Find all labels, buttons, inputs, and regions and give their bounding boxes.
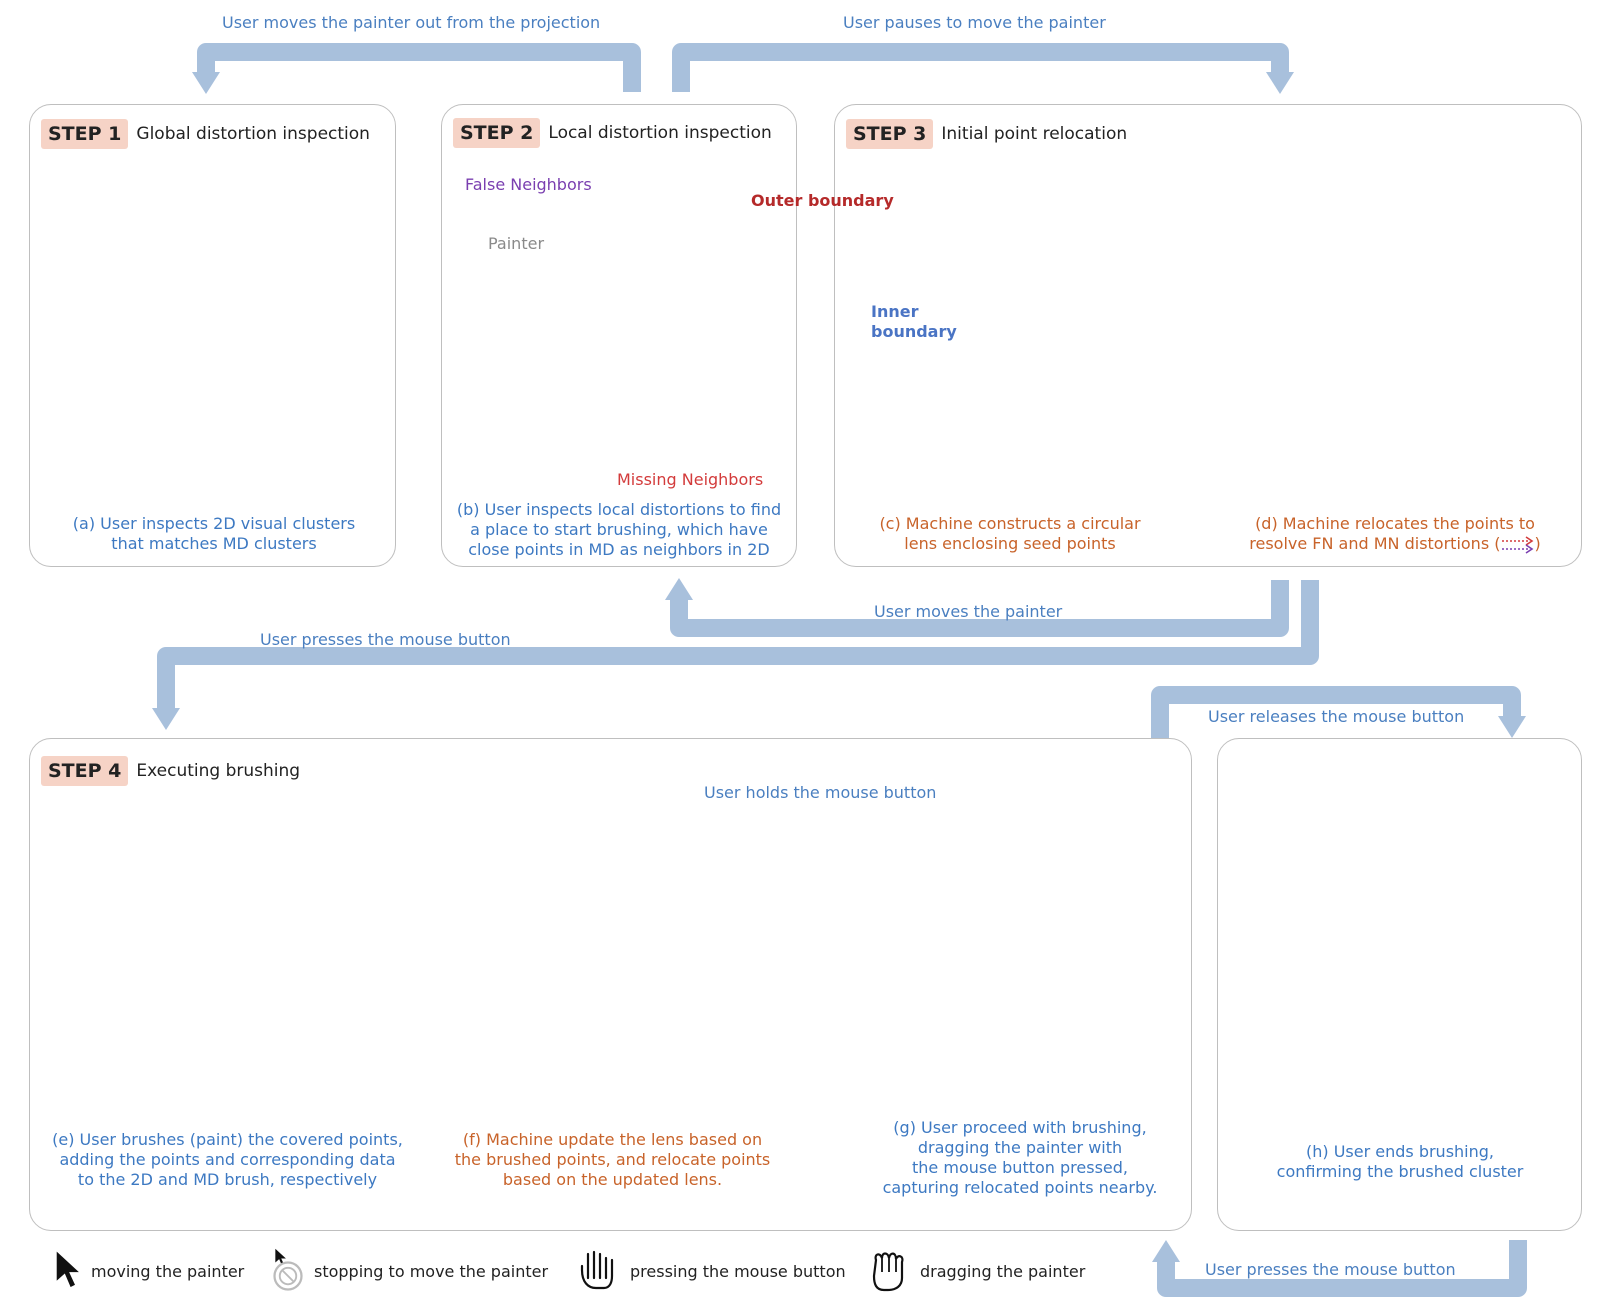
caption-d-line1: (d) Machine relocates the points to (1255, 514, 1535, 533)
flow-label-mid-back: User moves the painter (874, 602, 1063, 621)
step4-badge: STEP 4 (41, 756, 129, 786)
caption-b: (b) User inspects local distortions to f… (451, 500, 787, 560)
step3-badge: STEP 3 (846, 119, 934, 149)
caption-g-line3: the mouse button pressed, (912, 1158, 1128, 1177)
step4-label: Executing brushing (136, 761, 301, 781)
step3-title: STEP 3 Initial point relocation (846, 119, 1127, 149)
caption-d-line2-wrap: resolve FN and MN distortions () (1225, 534, 1565, 554)
caption-c-line2: lens enclosing seed points (904, 534, 1116, 553)
caption-f-line2: the brushed points, and relocate points (454, 1150, 771, 1169)
legend-pressing-label: pressing the mouse button (630, 1262, 846, 1281)
caption-h: (h) User ends brushing, confirming the b… (1240, 1142, 1560, 1182)
flow-label-mid-right: User releases the mouse button (1208, 707, 1465, 726)
caption-e-line3: to the 2D and MD brush, respectively (77, 1170, 378, 1189)
caption-c: (c) Machine constructs a circular lens e… (860, 514, 1160, 554)
caption-c-line1: (c) Machine constructs a circular (879, 514, 1141, 533)
inner-boundary-label-1: Inner (871, 302, 919, 321)
caption-b-line1: (b) User inspects local distortions to f… (456, 500, 782, 519)
painter-label: Painter (488, 234, 545, 253)
caption-e-line1: (e) User brushes (paint) the covered poi… (52, 1130, 403, 1149)
caption-d-line2: resolve FN and MN distortions ( (1249, 534, 1501, 553)
flow-label-step4-loop: User holds the mouse button (704, 783, 937, 802)
outer-boundary-label: Outer boundary (751, 191, 894, 210)
caption-h-line1: (h) User ends brushing, (1305, 1142, 1494, 1161)
caption-a-line1: (a) User inspects 2D visual clusters (72, 514, 356, 533)
caption-f-line3: based on the updated lens. (502, 1170, 723, 1189)
step2-title: STEP 2 Local distortion inspection (453, 118, 772, 148)
flow-label-mid-left: User presses the mouse button (260, 630, 511, 649)
legend-moving-label: moving the painter (91, 1262, 245, 1281)
caption-g-line2: dragging the painter with (917, 1138, 1123, 1157)
step2-badge: STEP 2 (453, 118, 541, 148)
panel-step2 (441, 104, 797, 567)
caption-e-line2: adding the points and corresponding data (59, 1150, 396, 1169)
inner-boundary-label-2: boundary (871, 322, 957, 341)
hand-drag-icon (872, 1252, 904, 1292)
caption-f-line1: (f) Machine update the lens based on (462, 1130, 763, 1149)
caption-d-close: ) (1534, 534, 1541, 553)
panel-step3 (834, 104, 1582, 567)
missing-neighbors-label: Missing Neighbors (617, 470, 764, 489)
caption-b-line3: close points in MD as neighbors in 2D (468, 540, 770, 559)
caption-a: (a) User inspects 2D visual clusters tha… (49, 514, 379, 554)
caption-a-line2: that matches MD clusters (111, 534, 317, 553)
caption-b-line2: a place to start brushing, which have (470, 520, 768, 539)
panel-step4 (29, 738, 1192, 1231)
flow-label-top-right: User pauses to move the painter (843, 13, 1106, 32)
legend-dragging-label: dragging the painter (920, 1262, 1086, 1281)
cursor-arrow-icon (55, 1248, 83, 1289)
hand-press-icon (580, 1250, 614, 1290)
legend-stopping-label: stopping to move the painter (314, 1262, 549, 1281)
caption-e: (e) User brushes (paint) the covered poi… (50, 1130, 405, 1190)
fn-mn-arrow-icon (1502, 535, 1534, 554)
caption-f: (f) Machine update the lens based on the… (445, 1130, 780, 1190)
panel-step-h (1217, 738, 1582, 1231)
caption-g-line1: (g) User proceed with brushing, (893, 1118, 1147, 1137)
no-entry-icon (273, 1261, 303, 1291)
step3-label: Initial point relocation (941, 124, 1128, 144)
panel-step1 (29, 104, 396, 567)
step1-title: STEP 1 Global distortion inspection (41, 119, 370, 149)
caption-h-line2: confirming the brushed cluster (1276, 1162, 1524, 1181)
caption-g-line4: capturing relocated points nearby. (882, 1178, 1158, 1197)
step1-badge: STEP 1 (41, 119, 129, 149)
flow-label-bottom-right: User presses the mouse button (1205, 1260, 1456, 1279)
step1-label: Global distortion inspection (136, 124, 370, 144)
caption-g: (g) User proceed with brushing, dragging… (860, 1118, 1180, 1198)
step4-title: STEP 4 Executing brushing (41, 756, 300, 786)
caption-d: (d) Machine relocates the points to reso… (1225, 514, 1565, 554)
step2-label: Local distortion inspection (548, 123, 772, 143)
flow-label-top-left: User moves the painter out from the proj… (222, 13, 601, 32)
false-neighbors-label: False Neighbors (465, 175, 592, 194)
